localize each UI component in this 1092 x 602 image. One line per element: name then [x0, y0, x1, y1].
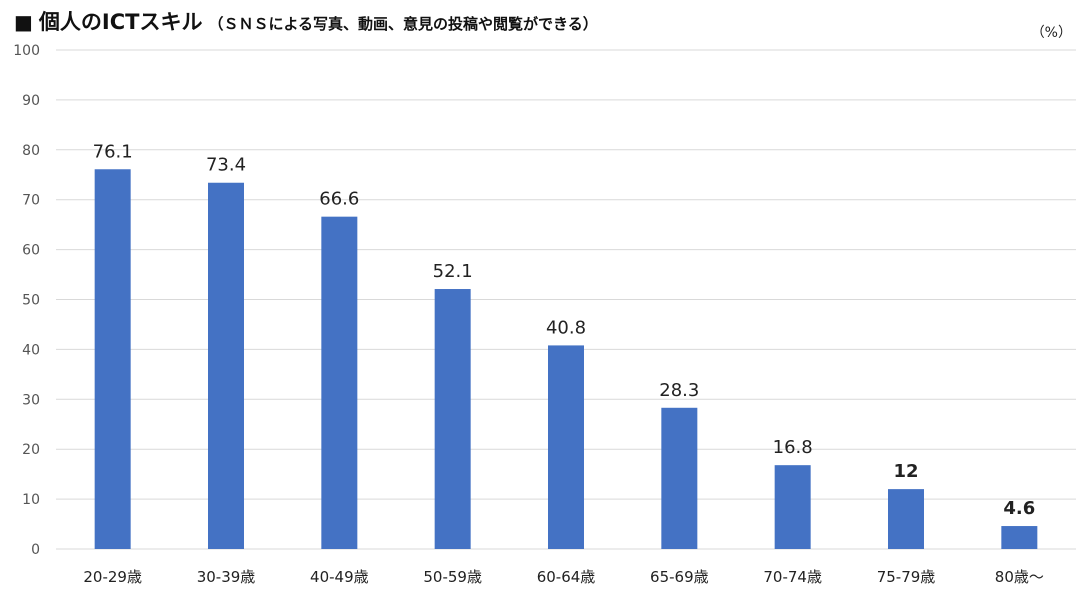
bar-65-69歳 — [661, 407, 698, 549]
y-axis: 0 10 20 30 40 50 60 70 80 90 100 — [13, 43, 40, 558]
x-tick-label: 40-49歳 — [310, 568, 369, 586]
x-tick-label: 70-74歳 — [763, 568, 822, 586]
y-tick-label: 90 — [22, 93, 40, 109]
y-tick-label: 100 — [13, 43, 40, 59]
bars — [94, 169, 1038, 550]
data-label: 73.4 — [206, 155, 246, 176]
data-label: 76.1 — [93, 141, 133, 162]
y-tick-label: 70 — [22, 193, 40, 209]
chart-subtitle: （ＳＮＳによる写真、動画、意見の投稿や閲覧ができる） — [208, 15, 598, 33]
bar-80歳～ — [1001, 526, 1038, 549]
x-tick-label: 50-59歳 — [423, 568, 482, 586]
y-tick-label: 40 — [22, 342, 40, 358]
y-tick-label: 0 — [31, 542, 40, 558]
x-tick-label: 80歳～ — [995, 568, 1044, 586]
bar-70-74歳 — [774, 465, 811, 549]
x-axis: 20-29歳 30-39歳 40-49歳 50-59歳 60-64歳 65-69歳 70-7… — [83, 568, 1044, 586]
y-tick-label: 50 — [22, 293, 40, 309]
data-label: 66.6 — [319, 189, 359, 210]
bar-75-79歳 — [888, 489, 924, 549]
data-labels: 76.1 73.4 66.6 52.1 40.8 28.3 16.8 12 4.6 — [93, 141, 1036, 519]
chart-title-text: 個人のICTスキル — [38, 10, 203, 34]
bar-30-39歳 — [208, 182, 244, 549]
y-tick-label: 60 — [22, 243, 40, 259]
x-tick-label: 20-29歳 — [83, 568, 142, 586]
x-tick-label: 75-79歳 — [877, 568, 936, 586]
data-label: 4.6 — [1003, 498, 1035, 519]
data-label: 16.8 — [773, 437, 813, 458]
y-tick-label: 10 — [22, 492, 40, 508]
bar-40-49歳 — [321, 216, 358, 549]
data-label: 12 — [893, 461, 918, 482]
bar-50-59歳 — [434, 289, 471, 549]
y-tick-label: 80 — [22, 143, 40, 159]
x-tick-label: 60-64歳 — [537, 568, 596, 586]
bar-20-29歳 — [94, 169, 131, 550]
data-label: 40.8 — [546, 317, 586, 338]
title-square-icon: ■ — [14, 10, 33, 34]
x-tick-label: 65-69歳 — [650, 568, 709, 586]
unit-label: （%） — [1030, 25, 1072, 41]
data-label: 28.3 — [659, 380, 699, 401]
y-tick-label: 30 — [22, 392, 40, 408]
x-tick-label: 30-39歳 — [197, 568, 256, 586]
data-label: 52.1 — [433, 261, 473, 282]
y-tick-label: 20 — [22, 442, 40, 458]
bar-60-64歳 — [548, 345, 584, 549]
chart-title: ■ 個人のICTスキル （ＳＮＳによる写真、動画、意見の投稿や閲覧ができる） — [14, 6, 598, 40]
